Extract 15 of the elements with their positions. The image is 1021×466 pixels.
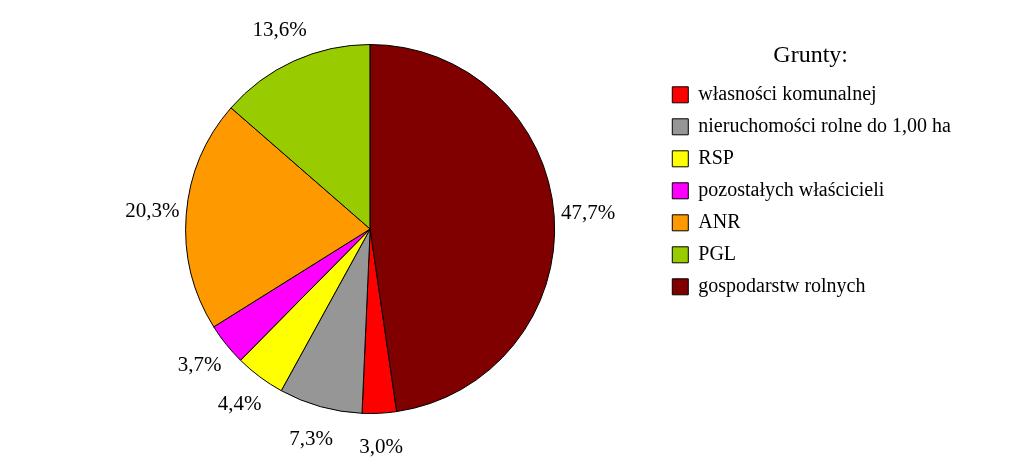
- data-label: 7,3%: [289, 425, 334, 450]
- data-label: 20,3%: [125, 198, 180, 223]
- legend-title: Grunty:: [773, 41, 848, 68]
- data-label: 3,0%: [359, 433, 403, 458]
- legend-label: pozostałych właścicieli: [698, 178, 885, 202]
- legend-label: gospodarstw rolnych: [698, 274, 866, 298]
- legend-label: PGL: [698, 242, 737, 265]
- legend-label: RSP: [698, 146, 734, 169]
- data-label: 13,6%: [252, 16, 307, 41]
- data-label: 3,7%: [177, 352, 222, 377]
- legend-label: ANR: [698, 210, 742, 233]
- data-label: 47,7%: [560, 199, 616, 224]
- legend-label: nieruchomości rolne do 1,00 ha: [698, 114, 952, 137]
- legend-label: własności komunalnej: [698, 82, 877, 106]
- data-label: 4,4%: [217, 390, 262, 415]
